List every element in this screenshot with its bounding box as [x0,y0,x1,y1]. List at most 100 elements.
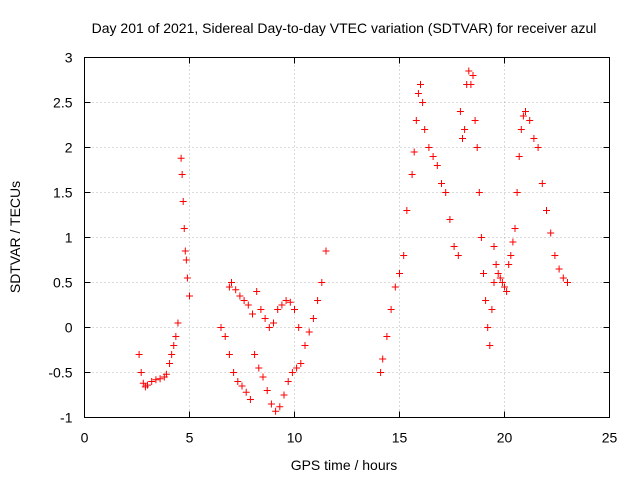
data-point [139,379,147,387]
x-tick-label: 5 [186,430,194,446]
data-point [274,306,282,313]
data-point [442,189,450,196]
data-point [232,286,240,294]
data-point [217,324,225,331]
data-point [484,324,492,331]
data-point [270,319,277,327]
data-point [244,301,252,309]
data-point [555,265,563,273]
data-point [505,261,513,268]
series-arc-8 [456,67,498,349]
y-tick-label: -1 [60,410,73,426]
x-tick-label: 10 [287,430,303,446]
series-arc-4 [217,247,330,415]
data-point [246,396,254,403]
data-point [475,189,483,196]
data-point [253,288,261,295]
data-point [400,252,408,259]
data-point [284,378,292,385]
data-point [526,117,534,124]
data-point [410,148,418,156]
data-point [471,117,479,124]
data-point [469,72,477,79]
data-point [498,279,506,286]
grid-lines [84,57,610,418]
data-point [148,378,156,385]
series-arc-7 [408,81,462,259]
data-point [488,306,496,313]
data-point [183,274,191,282]
data-point [182,256,190,264]
data-point [459,135,466,142]
data-point [456,108,464,115]
data-point [429,153,437,160]
data-point [267,400,275,408]
data-point [383,333,391,340]
data-point [265,324,273,331]
data-point [501,283,508,291]
data-point [314,297,322,304]
data-point [513,189,521,196]
y-tick-label: 0.5 [53,275,73,291]
data-point [242,388,250,396]
data-point [318,279,326,286]
series-arc-5 [225,279,303,331]
x-tick-label: 25 [602,430,618,446]
data-point [168,351,176,358]
data-point [174,319,182,327]
data-point [559,274,567,282]
data-point [162,370,170,378]
series-arc-1 [135,351,170,391]
series-arc-6 [377,207,411,376]
data-point [236,292,244,300]
y-tick-label: 1 [65,230,73,246]
x-axis-title: GPS time / hours [291,457,398,473]
data-point [454,252,462,259]
chart-title: Day 201 of 2021, Sidereal Day-to-day VTE… [92,20,597,36]
data-point [438,180,445,187]
data-point [322,247,330,255]
data-point [396,270,403,277]
data-point [534,144,542,151]
data-point [257,306,265,313]
data-point [272,407,280,415]
data-point [137,369,145,376]
data-point [482,297,490,304]
data-point [295,324,303,331]
data-point [414,90,422,97]
data-point [391,283,399,291]
data-point [419,99,427,106]
data-point [255,364,263,372]
data-point [517,126,525,133]
data-point [486,342,494,349]
data-point [379,355,387,363]
data-point [503,288,511,295]
series-arc-3 [177,154,193,300]
data-point [494,270,502,277]
data-point [293,364,301,372]
data-point [144,381,151,389]
data-point [551,252,559,259]
data-point [179,198,187,205]
data-point [156,375,164,383]
data-point [282,297,290,304]
data-point [278,301,286,309]
data-point [403,207,411,214]
x-tick-labels: 0 5 10 15 20 25 [81,430,618,446]
data-point [177,154,185,162]
y-axis-title: SDTVAR / TECUs [7,181,23,293]
data-point [507,252,515,259]
y-tick-label: -0.5 [48,365,72,381]
data-point [288,369,296,376]
data-point [473,144,481,151]
data-point [519,112,527,120]
y-tick-label: 0 [65,320,73,336]
data-point [230,369,238,376]
series-arc-10 [513,108,571,286]
data-point [417,81,424,88]
data-point [412,117,420,124]
data-point [135,351,143,358]
data-point [291,306,298,313]
data-point [547,229,555,237]
data-point [305,328,313,336]
